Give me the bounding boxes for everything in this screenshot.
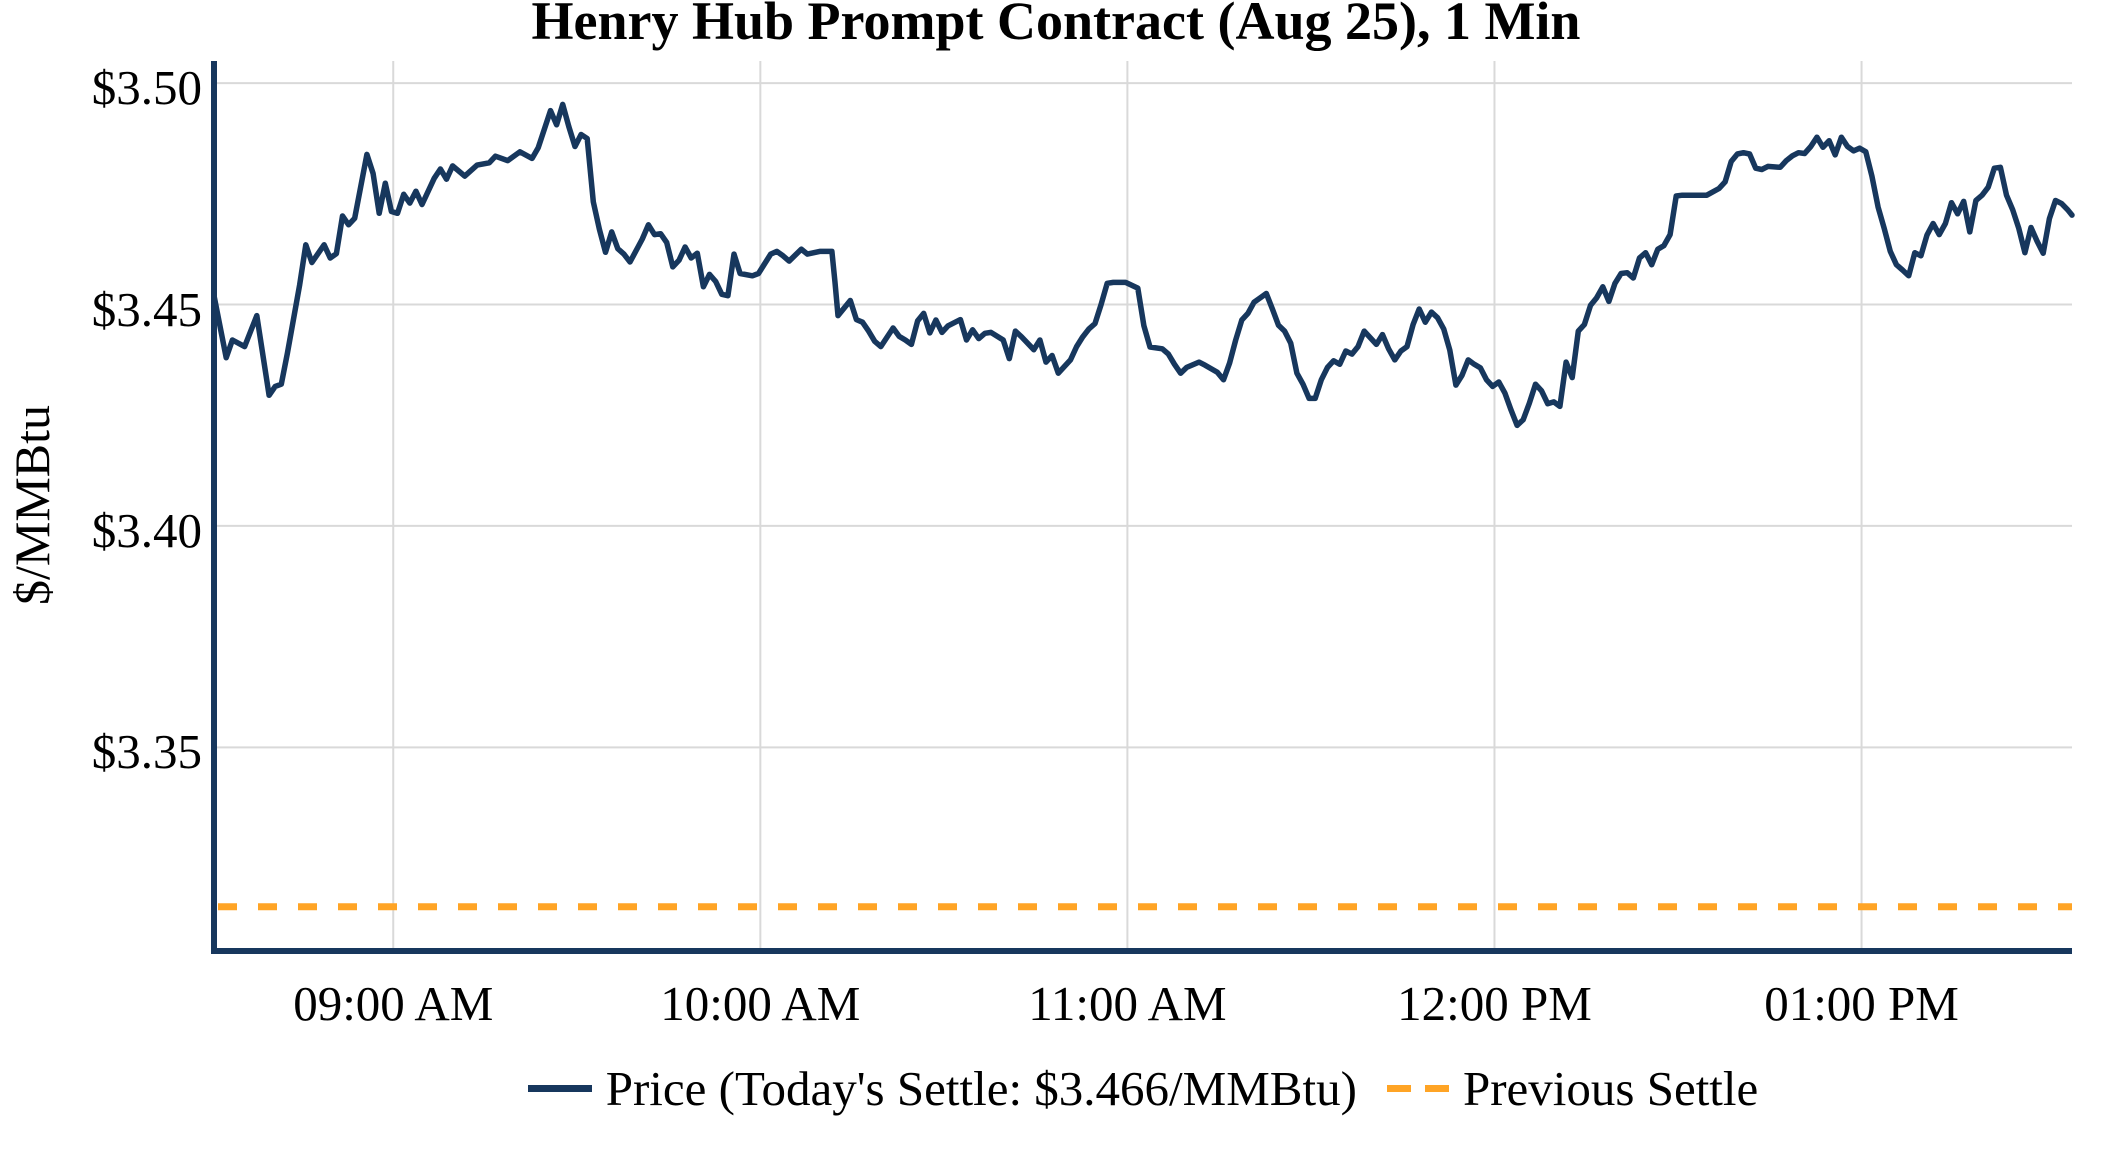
legend-price-label: Price (Today's Settle: $3.466/MMBtu) [605, 1060, 1357, 1116]
legend: Price (Today's Settle: $3.466/MMBtu) Pre… [214, 1052, 2072, 1124]
y-tick-label: $3.40 [91, 502, 202, 558]
x-tick-label: 12:00 PM [1397, 976, 1592, 1031]
x-tick-label: 11:00 AM [1028, 976, 1227, 1031]
chart-title: Henry Hub Prompt Contract (Aug 25), 1 Mi… [531, 0, 1581, 51]
legend-item-price: Price (Today's Settle: $3.466/MMBtu) [527, 1060, 1357, 1117]
x-tick-label: 10:00 AM [660, 976, 861, 1031]
x-tick-label: 09:00 AM [293, 976, 494, 1031]
price-line-swatch-icon [527, 1084, 592, 1092]
legend-previous-settle-label: Previous Settle [1462, 1060, 1759, 1116]
x-tick-label: 01:00 PM [1764, 976, 1959, 1031]
y-tick-label: $3.45 [91, 281, 202, 337]
y-tick-label: $3.35 [91, 724, 202, 780]
price-line [211, 101, 2075, 429]
y-tick-label: $3.50 [91, 60, 202, 116]
legend-item-previous-settle: Previous Settle [1386, 1060, 1759, 1117]
previous-settle-swatch-icon [1386, 1084, 1449, 1092]
